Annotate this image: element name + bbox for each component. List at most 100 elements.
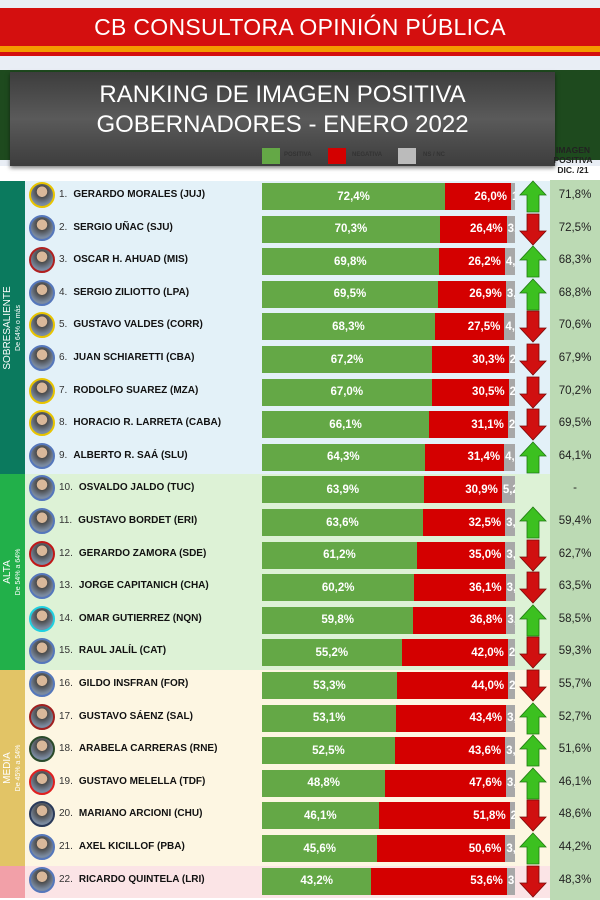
arrow-down-icon xyxy=(519,213,547,246)
bar-negativa: 26,9% xyxy=(437,280,506,308)
rank-number: 15. xyxy=(59,645,73,657)
bar-negativa: 42,0% xyxy=(401,639,508,667)
stacked-bar: 68,3%27,5%4,2% xyxy=(262,313,515,341)
bar-negativa: 51,8% xyxy=(378,802,510,830)
bar-ns-nc: 2,7% xyxy=(508,672,515,699)
arrow-up-icon xyxy=(519,180,547,213)
rank-number: 8. xyxy=(59,417,68,429)
table-row: 14. OMAR GUTIERREZ (NQN) 59,8%36,8%3,4% 58,… xyxy=(25,604,600,637)
arrow-down-icon xyxy=(519,669,547,702)
name-text: JUAN SCHIARETTI (CBA) xyxy=(73,352,195,363)
name-text: HORACIO R. LARRETA (CABA) xyxy=(73,417,222,429)
band-range: De 54% a 64% xyxy=(14,548,22,596)
stacked-bar: 67,2%30,3%2,5% xyxy=(262,346,515,373)
bar-positiva: 48,8% xyxy=(262,769,386,797)
arrow-up-icon xyxy=(519,734,547,767)
name-text: GUSTAVO MELELLA (TDF) xyxy=(78,775,206,787)
stacked-bar: 66,1%31,1%2,8% xyxy=(262,411,515,439)
legend-swatch-ns-nc xyxy=(398,148,416,164)
governor-name: 2. SERGIO UÑAC (SJU) xyxy=(59,222,173,233)
name-text: ALBERTO R. SAÁ (SLU) xyxy=(73,449,188,461)
previous-value: 71,8% xyxy=(558,189,592,201)
bar-negativa: 26,4% xyxy=(439,215,507,243)
arrow-down-icon xyxy=(519,408,547,441)
arrow-down-icon xyxy=(519,571,547,604)
governor-name: 21. AXEL KICILLOF (PBA) xyxy=(59,841,185,852)
table-row: 5. GUSTAVO VALDES (CORR) 68,3%27,5%4,2% 70,… xyxy=(25,310,600,343)
table-row: 8. HORACIO R. LARRETA (CABA) 66,1%31,1%2,8… xyxy=(25,408,600,441)
table-row: 12. GERARDO ZAMORA (SDE) 61,2%35,0%3,8% 62,… xyxy=(25,539,600,572)
stacked-bar: 46,1%51,8%2,1% xyxy=(262,802,515,830)
avatar xyxy=(29,442,55,469)
table-row: 20. MARIANO ARCIONI (CHU) 46,1%51,8%2,1% 48… xyxy=(25,799,600,832)
bar-ns-nc: 2,5% xyxy=(508,346,515,373)
bar-negativa: 31,4% xyxy=(424,443,505,471)
band-range: De 64% o más xyxy=(14,304,22,351)
bar-ns-nc: 2,8% xyxy=(507,639,515,667)
governor-name: 1. GERARDO MORALES (JUJ) xyxy=(59,189,205,200)
bar-ns-nc: 3,6% xyxy=(505,280,515,308)
avatar xyxy=(29,866,55,893)
bar-positiva: 69,5% xyxy=(262,280,438,308)
bar-negativa: 27,5% xyxy=(434,313,505,341)
rank-number: 18. xyxy=(59,743,73,755)
previous-value: 63,5% xyxy=(558,580,592,593)
bar-positiva: 53,3% xyxy=(262,672,397,699)
band-label-media: MEDIA De 45% a 54% xyxy=(0,670,25,866)
bar-ns-nc: 4,3% xyxy=(504,443,515,471)
bar-positiva: 43,2% xyxy=(262,867,372,895)
brand-title: CB CONSULTORA OPINIÓN PÚBLICA xyxy=(94,14,506,40)
band-row-background xyxy=(25,474,550,670)
rank-number: 14. xyxy=(59,612,73,624)
bar-ns-nc: 2,5% xyxy=(508,378,515,406)
stacked-bar: 53,1%43,4%3,5% xyxy=(262,704,515,732)
arrow-down-icon xyxy=(519,343,547,376)
arrow-up-icon xyxy=(519,506,547,539)
avatar xyxy=(29,834,55,860)
arrow-up-icon xyxy=(519,832,547,865)
band-label-bottom xyxy=(0,865,25,899)
avatar xyxy=(29,540,55,567)
band-name: MEDIA xyxy=(1,751,13,784)
arrow-down-icon xyxy=(519,636,547,669)
stacked-bar: 48,8%47,6%3,6% xyxy=(262,769,515,797)
bar-positiva: 45,6% xyxy=(262,835,378,862)
band-text: SOBRESALIENTE De 64% o más xyxy=(2,286,24,369)
governor-name: 17. GUSTAVO SÁENZ (SAL) xyxy=(59,711,193,722)
bar-ns-nc: 3,9% xyxy=(505,737,515,765)
band-row-background xyxy=(25,670,550,866)
arrow-up-icon xyxy=(519,278,547,311)
bar-positiva: 55,2% xyxy=(262,639,402,667)
table-row: 22.RICARDO QUINTELA (LRI)43,2%53,6%3,2%4… xyxy=(25,865,600,898)
previous-value: 67,9% xyxy=(558,352,592,364)
stacked-bar: 61,2%35,0%3,8% xyxy=(262,541,515,569)
table-row: 4. SERGIO ZILIOTTO (LPA) 69,5%26,9%3,6% 68,… xyxy=(25,278,600,311)
bar-positiva: 59,8% xyxy=(262,606,414,634)
stacked-bar: 72,4%26,0%1,6% xyxy=(262,183,515,210)
stacked-bar: 60,2%36,1%3,7% xyxy=(262,574,515,602)
arrow-down-icon xyxy=(519,376,547,409)
band-range: De 45% a 54% xyxy=(14,744,22,792)
previous-value: 52,7% xyxy=(558,710,592,723)
previous-value: 48,3% xyxy=(558,873,592,886)
title-line-2: GOBERNADORES - ENERO 2022 xyxy=(96,111,469,138)
table-row: 19. GUSTAVO MELELLA (TDF) 48,8%47,6%3,6% 46… xyxy=(25,767,600,800)
bar-ns-nc: 3,4% xyxy=(506,606,515,634)
arrow-down-icon xyxy=(519,799,547,832)
legend-label-ns-nc: NS / NC xyxy=(423,152,446,158)
bar-positiva: 61,2% xyxy=(262,541,417,569)
avatar xyxy=(29,671,55,697)
rank-number: 13. xyxy=(59,580,73,592)
arrow-down-icon xyxy=(519,865,547,898)
governor-name: 16. GILDO INSFRAN (FOR) xyxy=(59,678,188,689)
band-text: MEDIA De 45% a 54% xyxy=(2,744,24,791)
rank-number: 1. xyxy=(59,189,68,200)
governor-name: 19. GUSTAVO MELELLA (TDF) xyxy=(59,776,205,787)
stacked-bar: 59,8%36,8%3,4% xyxy=(262,606,515,634)
bar-negativa: 30,5% xyxy=(431,378,509,406)
bar-positiva: 53,1% xyxy=(262,704,397,732)
governor-name: 22. RICARDO QUINTELA (LRI) xyxy=(59,874,205,885)
chart-title: RANKING DE IMAGEN POSITIVA GOBERNADORES … xyxy=(10,72,555,166)
bar-ns-nc: 3,3% xyxy=(506,215,515,243)
stacked-bar: 53,3%44,0%2,7% xyxy=(262,672,515,699)
